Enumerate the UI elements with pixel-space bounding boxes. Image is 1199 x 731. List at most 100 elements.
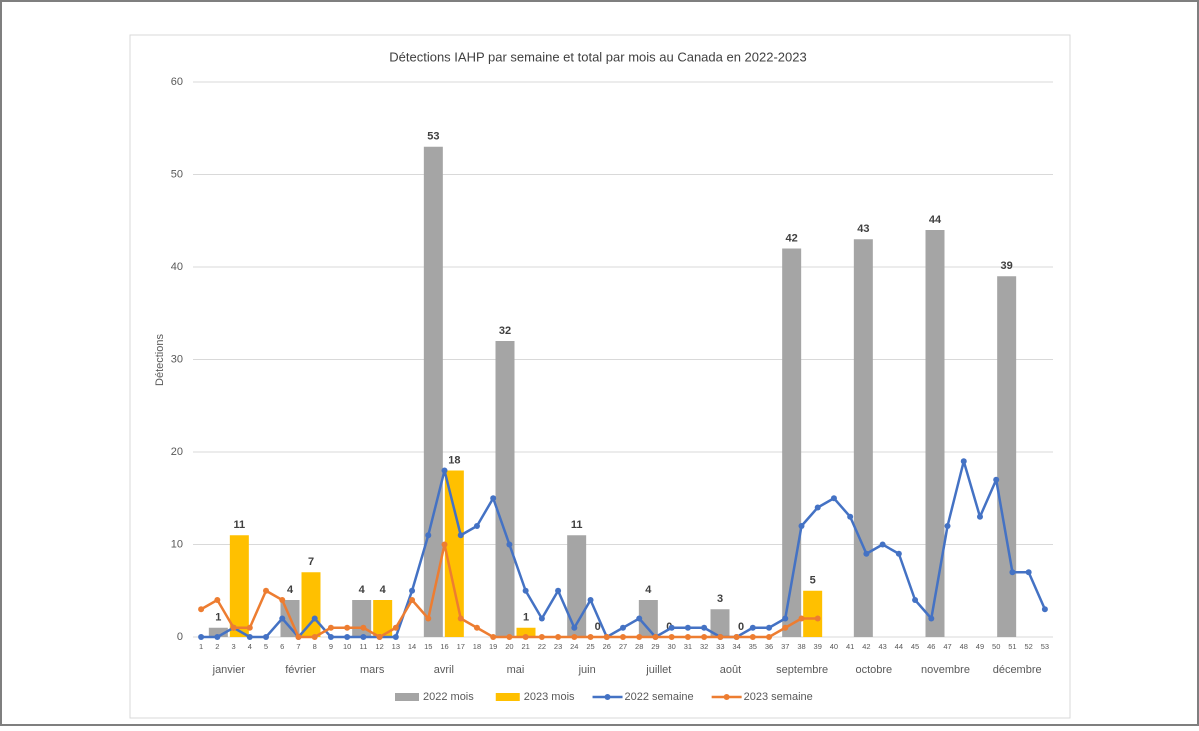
value-label: 7 [308,556,314,568]
y-tick-label: 50 [171,168,183,180]
legend-swatch [723,694,730,700]
point [376,634,383,640]
point [960,458,967,465]
point [198,634,205,640]
point [571,634,578,640]
point [311,615,318,622]
week-tick-label: 40 [830,642,838,651]
value-label: 44 [929,214,942,226]
month-label: juin [578,664,596,676]
point [636,615,643,622]
bar [803,590,823,637]
chart-title: Détections IAHP par semaine et total par… [389,49,806,64]
value-label: 11 [234,519,246,531]
week-tick-label: 52 [1024,642,1032,651]
bar [638,600,658,637]
point [490,634,497,640]
legend-swatch [395,693,419,701]
point [587,634,594,640]
value-label: 1 [215,612,221,624]
week-tick-label: 30 [668,642,676,651]
bar [516,627,536,637]
bar [925,230,945,637]
point [473,523,480,529]
week-tick-label: 32 [700,642,708,651]
point [879,541,886,548]
value-label: 53 [427,131,439,143]
week-tick-label: 36 [765,642,773,651]
week-tick-label: 31 [684,642,692,651]
week-tick-label: 5 [264,642,268,651]
value-label: 1 [523,612,529,624]
point [263,634,270,640]
point [246,634,253,640]
y-axis-label: Détections [154,334,166,386]
point [636,634,643,640]
week-tick-label: 9 [329,642,333,651]
week-tick-label: 46 [927,642,935,651]
week-tick-label: 10 [343,642,351,651]
point [814,615,821,622]
week-tick-label: 22 [538,642,546,651]
y-tick-label: 10 [171,538,183,550]
week-tick-label: 21 [521,642,529,651]
legend-label: 2022 mois [423,691,474,703]
bar [208,627,228,637]
point [506,541,513,548]
point [701,624,708,631]
week-tick-label: 17 [457,642,465,651]
point [993,476,1000,483]
point [798,615,805,622]
point [798,523,805,529]
week-tick-label: 8 [313,642,317,651]
bar [301,572,321,637]
point [749,624,756,631]
month-label: septembre [776,664,828,676]
week-tick-label: 48 [960,642,968,651]
point [538,634,545,640]
point [295,634,302,640]
point [766,634,773,640]
point [360,624,367,631]
point [327,634,334,640]
point [522,587,529,594]
point [895,550,902,557]
point [344,634,351,640]
legend-label: 2023 mois [524,691,575,703]
value-label: 32 [499,325,511,337]
point [912,597,919,603]
month-label: mai [507,664,525,676]
point [214,634,221,640]
month-label: février [285,664,316,676]
week-tick-label: 39 [814,642,822,651]
week-tick-label: 50 [992,642,1000,651]
bar [782,248,802,637]
point [392,634,399,640]
point [441,541,448,548]
week-tick-label: 18 [473,642,481,651]
week-tick-label: 11 [359,642,367,651]
week-tick-label: 45 [911,642,919,651]
week-tick-label: 12 [375,642,383,651]
week-tick-label: 3 [231,642,235,651]
point [230,624,237,631]
week-tick-label: 35 [749,642,757,651]
point [1009,569,1016,576]
y-tick-label: 60 [171,76,183,88]
bar [444,470,464,637]
point [620,624,626,631]
month-label: décembre [993,664,1042,676]
value-label: 0 [595,621,601,633]
point [457,615,464,622]
legend-swatch [604,694,611,700]
value-label: 4 [380,584,387,596]
week-tick-label: 38 [797,642,805,651]
week-tick-label: 47 [943,642,951,651]
value-label: 43 [857,223,869,235]
point [847,513,854,520]
legend-swatch [495,693,520,701]
point [522,634,529,640]
point [863,550,870,557]
point [473,624,480,631]
